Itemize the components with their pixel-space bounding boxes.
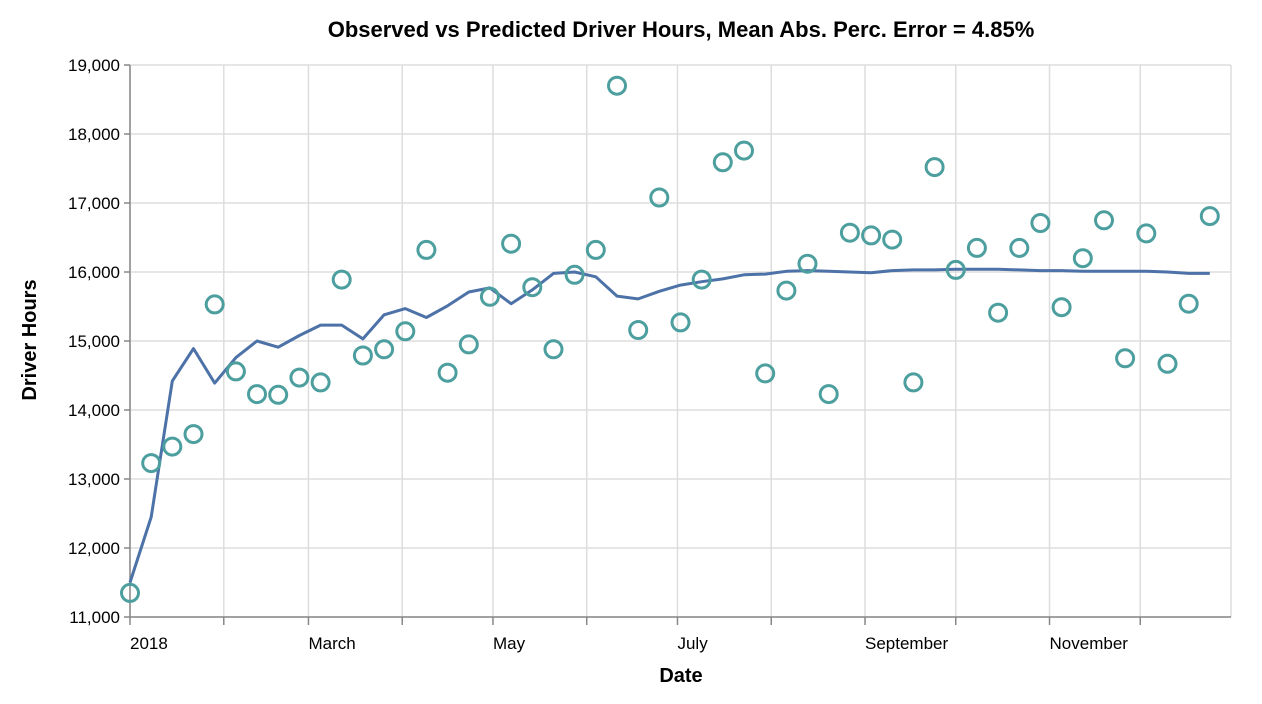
observed-point [1115, 348, 1136, 369]
x-axis: 2018 March May July September November [129, 616, 1231, 653]
y-tick-label: 16,000 [68, 263, 120, 282]
x-axis-title: Date [659, 665, 702, 687]
x-tick-label: July [677, 634, 708, 653]
observed-point [543, 339, 564, 360]
observed-point [331, 269, 352, 290]
y-axis-title: Driver Hours [19, 279, 41, 400]
observed-point [352, 345, 373, 366]
observed-point [1094, 210, 1114, 231]
observed-point [1030, 213, 1051, 233]
x-tick-label: September [865, 634, 948, 653]
predicted-series [128, 267, 1210, 583]
observed-point [437, 362, 458, 383]
observed-point [1136, 223, 1157, 244]
observed-point [882, 229, 903, 250]
observed-point [903, 372, 924, 393]
observed-point [416, 239, 437, 260]
x-tick-label: May [493, 634, 526, 653]
observed-series [120, 75, 1220, 603]
observed-point [120, 582, 140, 603]
observed-point [776, 280, 797, 301]
observed-point [204, 294, 225, 315]
observed-point [1157, 353, 1178, 374]
observed-point [945, 259, 966, 280]
observed-point [564, 264, 585, 285]
observed-point [225, 361, 246, 382]
observed-point [966, 237, 987, 258]
observed-point [839, 222, 860, 243]
observed-point [183, 424, 204, 445]
chart-title: Observed vs Predicted Driver Hours, Mean… [328, 17, 1035, 42]
observed-point [522, 277, 543, 298]
observed-point [734, 140, 754, 161]
y-tick-label: 15,000 [68, 332, 120, 351]
y-tick-label: 11,000 [69, 608, 120, 627]
y-tick-label: 13,000 [68, 470, 120, 489]
y-tick-label: 17,000 [68, 194, 120, 213]
observed-point [628, 320, 649, 340]
observed-point [1199, 206, 1220, 227]
observed-point [1178, 293, 1199, 314]
observed-point [607, 75, 627, 96]
observed-point [395, 321, 416, 342]
observed-point [1072, 248, 1093, 269]
observed-point [141, 453, 162, 474]
y-axis: 11,000 12,000 13,000 14,000 15,000 16,000 17,0… [68, 56, 131, 627]
observed-point [501, 233, 522, 254]
observed-point [458, 334, 479, 355]
y-gridlines [130, 64, 1231, 618]
y-tick-label: 12,000 [68, 539, 120, 558]
x-tick-label: November [1050, 634, 1129, 653]
observed-point [797, 253, 818, 274]
observed-point [712, 152, 733, 173]
y-tick-label: 19,000 [68, 56, 120, 75]
observed-point [585, 239, 606, 260]
observed-point [691, 269, 712, 290]
observed-point [289, 367, 310, 388]
observed-point [988, 302, 1009, 323]
observed-point [1051, 297, 1072, 318]
predicted-line [128, 267, 1210, 583]
y-tick-label: 14,000 [68, 401, 120, 420]
y-tick-label: 18,000 [68, 125, 120, 144]
observed-point [479, 286, 500, 307]
observed-point [861, 225, 882, 246]
observed-point [755, 363, 776, 384]
observed-point [1009, 237, 1030, 258]
observed-point [374, 339, 395, 360]
observed-point [310, 372, 331, 393]
observed-point [162, 436, 183, 457]
observed-point [924, 157, 945, 178]
x-tick-label: March [308, 634, 355, 653]
observed-point [670, 312, 691, 333]
observed-point [268, 384, 289, 405]
observed-point [649, 187, 670, 208]
observed-point [818, 384, 839, 405]
observed-point [247, 384, 267, 405]
x-tick-label: 2018 [130, 634, 168, 653]
